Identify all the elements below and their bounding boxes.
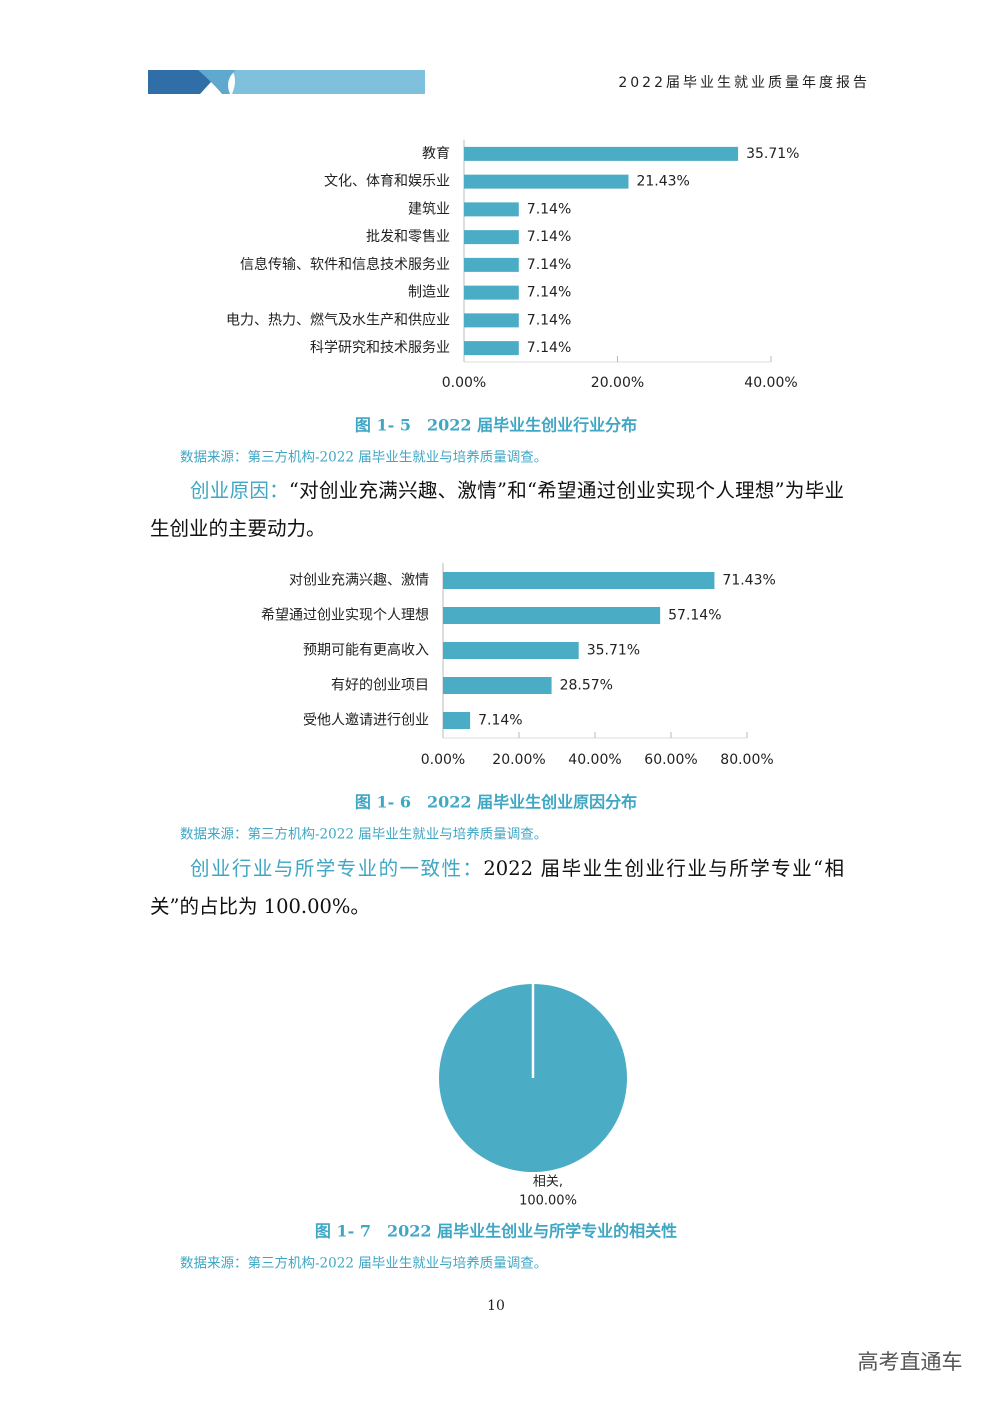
header-band-dark <box>148 70 222 94</box>
watermark: 高考直通车 <box>858 1350 963 1374</box>
bar <box>443 712 471 729</box>
category-label: 信息传输、软件和信息技术服务业 <box>240 256 450 273</box>
x-tick-label: 40.00% <box>568 752 621 768</box>
bar <box>443 677 552 694</box>
category-label: 有好的创业项目 <box>331 678 429 694</box>
bar <box>443 607 661 624</box>
x-tick-label: 80.00% <box>720 752 773 768</box>
bar <box>464 230 519 245</box>
header-band-mid <box>198 70 236 94</box>
bar <box>464 313 519 328</box>
x-tick-label: 40.00% <box>744 375 797 391</box>
header-title: 2022届毕业生就业质量年度报告 <box>618 75 870 91</box>
data-label: 7.14% <box>527 285 571 301</box>
data-label: 35.71% <box>587 643 640 659</box>
bar <box>464 285 519 300</box>
paragraph-text: 2022 届毕业生创业行业与所学专业“相关”的占比为 100.00%。 <box>150 857 844 918</box>
bar <box>464 257 519 272</box>
data-label: 7.14% <box>478 713 522 729</box>
paragraph-text: “对创业充满兴趣、激情”和“希望通过创业实现个人理想”为毕业生创业的主要动力。 <box>150 479 844 540</box>
category-label: 预期可能有更高收入 <box>303 642 429 659</box>
bar <box>443 642 579 659</box>
category-label: 建筑业 <box>408 201 450 217</box>
category-label: 教育 <box>422 146 450 162</box>
category-label: 批发和零售业 <box>366 229 450 245</box>
data-label: 7.14% <box>527 257 571 273</box>
figure-caption: 图 1- 6 2022 届毕业生创业原因分布 <box>355 793 637 812</box>
bar <box>443 572 715 589</box>
data-label: 7.14% <box>527 312 571 328</box>
pie-label: 相关, <box>533 1175 563 1190</box>
bar <box>464 146 739 161</box>
header-band-light <box>232 70 425 94</box>
data-label: 57.14% <box>668 608 721 624</box>
paragraph-lead: 创业行业与所学专业的一致性： <box>190 857 484 880</box>
data-label: 28.57% <box>560 678 613 694</box>
data-label: 21.43% <box>636 174 689 190</box>
category-label: 科学研究和技术服务业 <box>310 340 450 356</box>
x-tick-label: 60.00% <box>644 752 697 768</box>
paragraph: 创业行业与所学专业的一致性：2022 届毕业生创业行业与所学专业“相关”的占比为… <box>150 850 844 926</box>
figure-source: 数据来源：第三方机构-2022 届毕业生就业与培养质量调查。 <box>180 1255 547 1272</box>
figure-source: 数据来源：第三方机构-2022 届毕业生就业与培养质量调查。 <box>180 449 547 466</box>
x-tick-label: 0.00% <box>442 375 486 391</box>
paragraph: 创业原因：“对创业充满兴趣、激情”和“希望通过创业实现个人理想”为毕业生创业的主… <box>150 472 844 548</box>
x-tick-label: 20.00% <box>492 752 545 768</box>
data-label: 7.14% <box>527 229 571 245</box>
bar <box>464 202 519 217</box>
data-label: 7.14% <box>527 201 571 217</box>
data-label: 7.14% <box>527 340 571 356</box>
category-label: 受他人邀请进行创业 <box>303 713 429 729</box>
data-label: 35.71% <box>746 146 799 162</box>
figure-source: 数据来源：第三方机构-2022 届毕业生就业与培养质量调查。 <box>180 826 547 843</box>
bar <box>464 174 629 189</box>
page-number: 10 <box>487 1298 505 1314</box>
x-tick-label: 20.00% <box>591 375 644 391</box>
paragraph-lead: 创业原因： <box>190 479 289 502</box>
figure-caption: 图 1- 5 2022 届毕业生创业行业分布 <box>355 416 637 435</box>
bar <box>464 341 519 356</box>
pie-value-label: 100.00% <box>519 1194 577 1209</box>
figure-caption: 图 1- 7 2022 届毕业生创业与所学专业的相关性 <box>315 1222 677 1241</box>
x-tick-label: 0.00% <box>421 752 465 768</box>
data-label: 71.43% <box>722 573 775 589</box>
category-label: 文化、体育和娱乐业 <box>324 174 450 190</box>
category-label: 电力、热力、燃气及水生产和供应业 <box>226 311 450 328</box>
category-label: 对创业充满兴趣、激情 <box>289 572 429 589</box>
category-label: 希望通过创业实现个人理想 <box>261 608 429 624</box>
category-label: 制造业 <box>408 285 450 301</box>
